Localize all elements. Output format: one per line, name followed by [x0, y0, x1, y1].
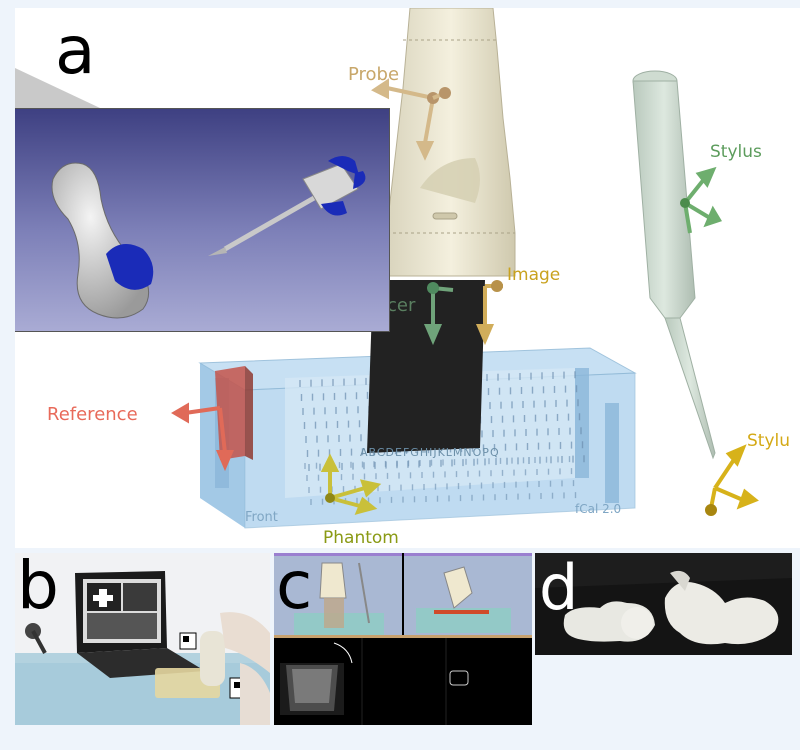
phantom-model-label: fCal 2.0: [575, 502, 621, 516]
stylus-axes-bottom: [705, 444, 759, 516]
background-wedge: [15, 68, 100, 108]
stylus-axes-top: [680, 166, 722, 234]
phantom-wire-grid: [299, 371, 585, 505]
panel-c-letter: c: [276, 553, 313, 624]
panel-a: ABCDEFGHIJKLMNOPQ Front fCal 2.0 Probe: [15, 8, 800, 548]
transducer-label-partial: cer: [387, 295, 416, 316]
panel-a-letter: a: [55, 12, 96, 89]
image-label: Image: [507, 265, 560, 285]
image-axes: [475, 280, 503, 346]
panel-d-photo: d: [535, 553, 792, 655]
panel-d-letter: d: [539, 553, 579, 624]
stylus-model: [632, 70, 716, 460]
panel-b-photo: b: [15, 553, 270, 725]
phantom-front-label: Front: [245, 510, 278, 525]
inset-cad-view: [15, 108, 390, 332]
probe-label: Probe: [348, 64, 399, 85]
panel-b-scene: [15, 553, 270, 725]
stylus-label-bottom: Stylu: [747, 431, 790, 451]
panel-c-scene: [274, 553, 532, 725]
probe-axes: [371, 78, 451, 161]
panel-b-letter: b: [17, 553, 59, 624]
inset-stylus-model: [208, 156, 366, 256]
scene-a: ABCDEFGHIJKLMNOPQ Front fCal 2.0 Probe: [15, 8, 790, 548]
panel-c-software: c: [274, 553, 532, 725]
phantom-axes: [320, 453, 382, 515]
inset-cad-scene: [51, 156, 366, 319]
transducer-axes: [423, 282, 454, 346]
reference-marker: [171, 366, 253, 472]
phantom-letters: ABCDEFGHIJKLMNOPQ: [360, 446, 500, 459]
stylus-label-top: Stylus: [710, 142, 762, 162]
reference-label: Reference: [47, 404, 138, 425]
phantom-label: Phantom: [323, 528, 399, 548]
probe-model: [386, 8, 516, 277]
panel-d-scene: [535, 553, 792, 655]
ultrasound-image-plane: [367, 280, 485, 453]
inset-probe-model: [51, 162, 154, 319]
